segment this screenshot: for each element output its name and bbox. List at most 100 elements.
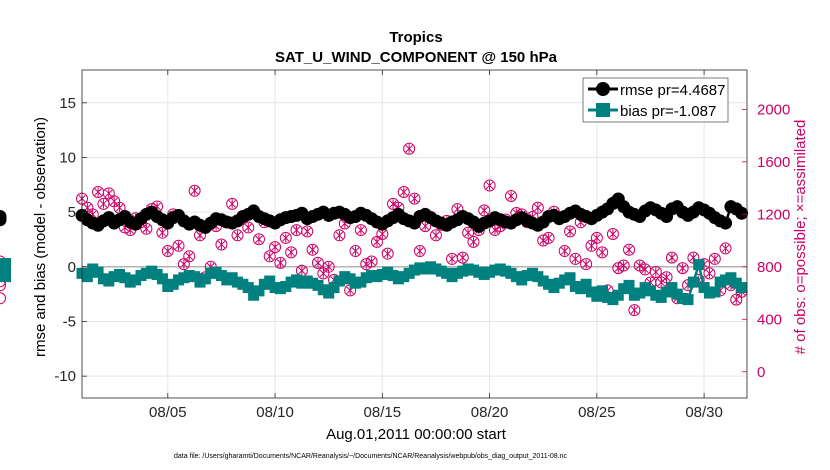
bias-point <box>709 286 721 298</box>
obs-possible-point <box>242 221 255 234</box>
obs-possible-point <box>606 228 619 240</box>
bias-point <box>666 282 678 294</box>
obs-assimilated-point <box>94 187 102 197</box>
obs-assimilated-point <box>582 259 590 269</box>
y2-tick-label: 1600 <box>757 154 790 171</box>
obs-assimilated-point <box>233 230 242 240</box>
obs-possible-point <box>215 238 228 251</box>
obs-assimilated-point <box>319 268 328 278</box>
obs-assimilated-point <box>432 230 440 240</box>
obs-assimilated-point <box>265 251 274 261</box>
obs-possible-point <box>285 246 298 259</box>
obs-possible-point <box>408 192 421 205</box>
obs-assimilated-point <box>587 241 596 251</box>
obs-assimilated-point <box>485 180 494 191</box>
obs-assimilated-point <box>174 241 183 251</box>
y-tick-label: 10 <box>59 149 76 166</box>
obs-possible-point <box>456 251 469 264</box>
obs-assimilated-point <box>609 229 617 239</box>
obs-assimilated-point <box>421 221 429 231</box>
obs-possible-point <box>676 262 689 275</box>
obs-assimilated-point <box>244 222 253 233</box>
obs-possible-point <box>665 251 678 264</box>
bias-point <box>264 275 276 287</box>
obs-assimilated-point <box>480 205 488 215</box>
bias-point <box>693 259 705 271</box>
obs-possible-point <box>531 201 544 214</box>
obs-possible-point <box>505 189 518 202</box>
obs-possible-point <box>628 304 641 317</box>
y2-tick-label: 400 <box>757 311 782 328</box>
obs-possible-point <box>429 229 442 242</box>
obs-assimilated-point <box>641 264 649 275</box>
obs-assimilated-point <box>389 199 397 209</box>
obs-possible-point <box>269 241 282 254</box>
obs-assimilated-point <box>400 187 408 197</box>
obs-assimilated-point <box>158 228 167 238</box>
bias-point <box>612 289 624 301</box>
obs-assimilated-point <box>367 256 376 267</box>
obs-possible-point <box>719 242 732 255</box>
obs-assimilated-point <box>308 245 317 255</box>
obs-possible-point <box>558 245 571 258</box>
bias-point <box>596 285 608 297</box>
obs-possible-point <box>226 197 239 210</box>
obs-assimilated-point <box>164 246 172 256</box>
obs-possible-point <box>397 186 410 199</box>
axis-ticks: 08/05 08/10 08/15 08/20 08/25 08/30 -10 -5 0 5 10 1… <box>54 70 790 421</box>
obs-assimilated-point <box>635 260 644 271</box>
series-layer <box>0 143 749 317</box>
x-tick-label: 08/10 <box>256 404 294 421</box>
obs-assimilated-point <box>324 262 333 272</box>
obs-possible-point <box>483 179 496 192</box>
obs-assimilated-point <box>180 259 188 269</box>
obs-assimilated-point <box>678 263 687 273</box>
obs-assimilated-point <box>560 246 569 256</box>
bias-point <box>92 266 104 278</box>
obs-assimilated-point <box>228 199 236 209</box>
legend-rmse-marker <box>596 82 610 96</box>
y-axis-label: rmse and bias (model - observation) <box>32 117 49 357</box>
obs-assimilated-point <box>469 237 478 247</box>
obs-assimilated-point <box>619 260 628 271</box>
obs-assimilated-point <box>491 225 499 235</box>
obs-assimilated-point <box>217 239 226 250</box>
obs-assimilated-point <box>464 228 472 238</box>
x-tick-label: 08/30 <box>685 404 723 421</box>
obs-possible-point <box>623 243 636 256</box>
obs-assimilated-point <box>459 253 467 263</box>
bias-point <box>156 273 168 285</box>
plot-frame <box>81 69 748 399</box>
obs-assimilated-point <box>539 235 547 246</box>
x-axis-label: Aug.01,2011 00:00:00 start <box>326 426 507 443</box>
obs-assimilated-point <box>614 263 623 273</box>
bias-point <box>564 272 576 284</box>
rmse-point <box>719 216 733 230</box>
obs-possible-point <box>311 256 324 269</box>
rmse-point <box>735 206 749 220</box>
obs-assimilated-point <box>630 305 639 315</box>
obs-assimilated-point <box>732 295 741 305</box>
obs-possible-point <box>703 267 716 280</box>
y2-tick-label: 2000 <box>757 101 790 118</box>
x-tick-label: 08/20 <box>471 404 509 421</box>
obs-possible-point <box>172 239 185 252</box>
y2-tick-label: 800 <box>757 259 782 276</box>
obs-assimilated-point <box>405 144 413 154</box>
obs-possible-point <box>564 225 577 238</box>
obs-possible-point <box>381 247 394 260</box>
obs-assimilated-point <box>105 188 113 198</box>
x-tick-label: 08/15 <box>364 404 402 421</box>
obs-assimilated-point <box>190 186 199 196</box>
obs-possible-point <box>322 260 335 273</box>
obs-possible-point <box>161 245 174 258</box>
obs-possible-point <box>478 204 491 217</box>
y-tick-label: -5 <box>63 313 76 330</box>
legend: rmse pr=4.4687 bias pr=-1.087 <box>582 77 729 123</box>
chart-title: Tropics <box>389 29 442 46</box>
obs-possible-point <box>596 246 609 259</box>
obs-assimilated-point <box>534 203 542 213</box>
y-tick-label: 15 <box>59 95 76 112</box>
